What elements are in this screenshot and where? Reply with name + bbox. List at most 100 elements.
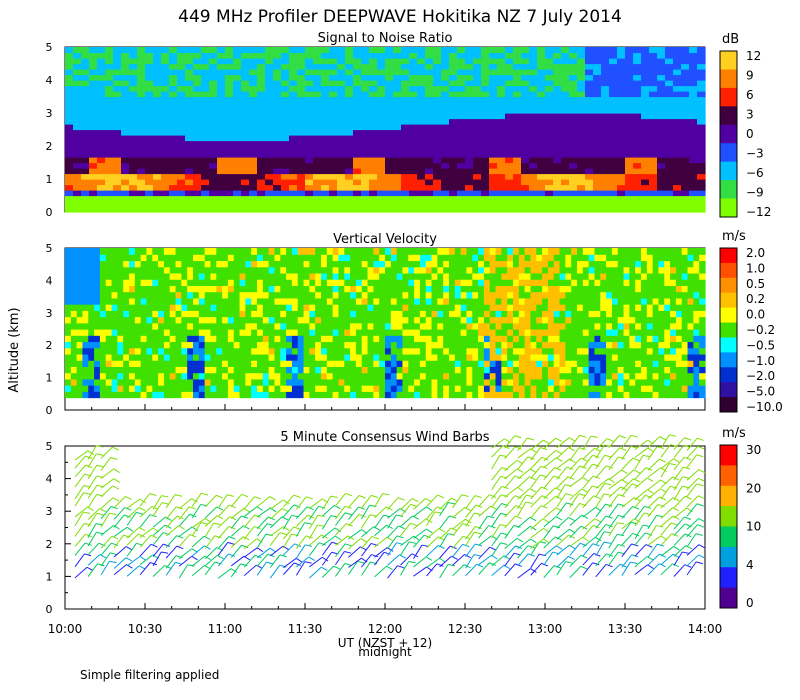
velocity-cell xyxy=(303,360,310,367)
velocity-cell xyxy=(547,391,555,399)
velocity-cell xyxy=(158,341,165,349)
velocity-cell xyxy=(530,366,537,374)
velocity-cell xyxy=(268,254,276,262)
snr-cell xyxy=(481,151,490,158)
velocity-cell xyxy=(222,366,229,374)
snr-cell xyxy=(481,168,490,175)
snr-cell xyxy=(657,151,666,158)
velocity-cell xyxy=(425,372,433,380)
velocity-cell xyxy=(344,366,351,374)
snr-cell xyxy=(617,179,626,186)
velocity-cell xyxy=(105,347,113,355)
snr-cell xyxy=(697,124,706,131)
snr-cell xyxy=(169,85,178,92)
snr-cell xyxy=(265,96,274,103)
velocity-cell xyxy=(629,291,636,299)
snr-cell xyxy=(449,85,458,92)
snr-cell xyxy=(561,162,570,169)
snr-cell xyxy=(73,69,82,76)
velocity-cell xyxy=(175,297,182,305)
velocity-cell xyxy=(414,260,421,268)
snr-cell xyxy=(297,201,306,208)
velocity-cell xyxy=(402,266,409,274)
snr-cell xyxy=(241,113,250,120)
velocity-cell xyxy=(600,297,607,305)
snr-cell xyxy=(369,85,378,92)
snr-cell xyxy=(65,113,74,120)
snr-cell xyxy=(177,124,186,131)
velocity-cell xyxy=(204,378,212,386)
velocity-cell xyxy=(373,372,380,380)
velocity-cell xyxy=(216,254,223,262)
velocity-cell xyxy=(658,341,665,349)
snr-cell xyxy=(281,157,290,164)
velocity-cell xyxy=(646,347,654,355)
velocity-cell xyxy=(449,297,456,305)
velocity-cell xyxy=(204,248,212,255)
snr-cell xyxy=(593,168,602,175)
snr-cell xyxy=(273,135,282,142)
velocity-cell xyxy=(210,347,217,355)
snr-cell xyxy=(489,184,498,191)
snr-cell xyxy=(617,195,626,202)
velocity-cell xyxy=(443,310,450,318)
velocity-cell xyxy=(437,391,444,399)
velocity-cell xyxy=(617,285,625,293)
velocity-cell xyxy=(315,347,322,355)
velocity-cell xyxy=(94,322,101,330)
snr-cell xyxy=(561,96,570,103)
snr-cell xyxy=(81,102,90,109)
velocity-cell xyxy=(210,266,217,274)
snr-cell xyxy=(689,162,698,169)
velocity-cell xyxy=(658,260,665,268)
snr-cell xyxy=(553,151,562,158)
velocity-cell xyxy=(478,291,485,299)
velocity-cell xyxy=(431,366,438,374)
velocity-cell xyxy=(181,248,188,255)
velocity-cell xyxy=(344,329,351,336)
velocity-cell xyxy=(222,372,229,380)
snr-cell xyxy=(209,140,218,147)
velocity-cell xyxy=(507,279,514,286)
velocity-cell xyxy=(315,385,322,392)
velocity-cell xyxy=(495,279,502,286)
snr-cell xyxy=(129,157,138,164)
snr-cell xyxy=(217,162,226,169)
snr-cell xyxy=(457,74,466,81)
velocity-cell xyxy=(437,285,444,293)
velocity-cell xyxy=(321,248,328,255)
snr-cell xyxy=(577,118,586,125)
velocity-cell xyxy=(355,385,363,392)
snr-cell xyxy=(457,85,466,92)
velocity-cell xyxy=(326,322,334,330)
snr-cell xyxy=(593,113,602,120)
snr-cell xyxy=(609,47,618,54)
snr-cell xyxy=(697,146,706,153)
snr-cell xyxy=(505,201,514,208)
velocity-cell xyxy=(611,266,619,274)
snr-cell xyxy=(145,113,154,120)
snr-cell xyxy=(281,113,290,120)
velocity-cell xyxy=(65,385,72,392)
velocity-cell xyxy=(472,360,479,367)
velocity-cell xyxy=(635,297,642,305)
velocity-cell xyxy=(588,366,596,374)
velocity-cell xyxy=(350,248,357,255)
snr-cell xyxy=(465,124,474,131)
velocity-cell xyxy=(571,378,578,386)
velocity-cell xyxy=(664,353,671,361)
snr-cell xyxy=(361,206,370,213)
snr-cell xyxy=(617,107,626,114)
snr-cell xyxy=(489,135,498,142)
velocity-cell xyxy=(227,366,235,374)
snr-cell xyxy=(73,195,82,202)
snr-cell xyxy=(321,201,330,208)
snr-cell xyxy=(249,85,258,92)
velocity-cell xyxy=(274,285,281,293)
snr-cell xyxy=(337,69,346,76)
snr-cell xyxy=(361,118,370,125)
snr-cell xyxy=(321,91,330,98)
snr-cell xyxy=(153,162,162,169)
velocity-cell xyxy=(472,347,479,355)
velocity-cell xyxy=(536,279,543,286)
